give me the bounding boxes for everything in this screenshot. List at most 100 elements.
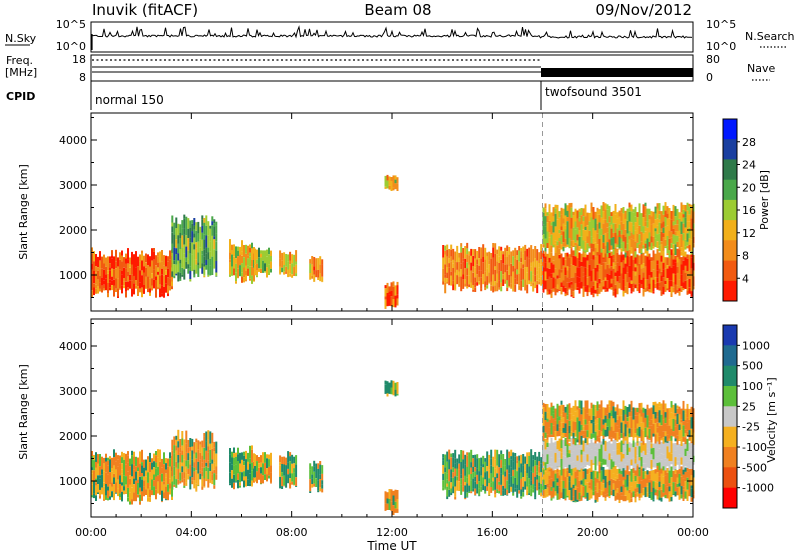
velocity-echo-cell-11 (662, 400, 665, 410)
velocity-echo-cell-8 (470, 462, 473, 468)
velocity-echo-cell-10 (598, 448, 601, 462)
velocity-echo-cell-9 (632, 479, 635, 492)
velocity-echo-cell-10 (648, 440, 651, 452)
velocity-echo-cell-9 (596, 478, 599, 483)
velocity-echo-cell-11 (598, 404, 601, 409)
velocity-echo-cell-9 (646, 486, 649, 493)
power-echo-cell-10 (610, 238, 613, 246)
velocity-echo-cell-11 (570, 413, 573, 420)
velocity-echo-cell-11 (658, 436, 661, 445)
power-echo-cell-10 (614, 243, 617, 248)
velocity-echo-cell-11 (666, 441, 669, 443)
velocity-echo-cell-0 (139, 494, 141, 502)
velocity-echo-cell-1 (207, 460, 210, 468)
power-echo-cell-10 (606, 232, 609, 243)
power-echo-cell-8 (466, 262, 469, 269)
velocity-echo-cell-5 (319, 475, 322, 480)
power-echo-cell-9 (650, 271, 653, 278)
power-echo-cell-0 (147, 254, 149, 266)
velocity-echo-cell-0 (127, 455, 129, 463)
velocity-echo-cell-10 (648, 451, 651, 464)
velocity-echo-cell-0 (133, 464, 135, 470)
power-echo-cell-8 (480, 247, 483, 259)
velocity-echo-cell-1 (197, 440, 200, 450)
power-echo-cell-9 (608, 268, 611, 275)
velocity-echo-cell-1 (203, 486, 206, 488)
velocity-echo-cell-2 (245, 450, 247, 459)
velocity-echo-cell-0 (151, 469, 153, 480)
power-echo-cell-9 (658, 268, 661, 274)
power-echo-cell-9 (566, 282, 569, 292)
nsky-panel: N.Sky 10^5 10^0 10^5 10^0 N.Search (5, 18, 795, 53)
power-echo-cell-9 (690, 274, 693, 285)
velocity-echo-cell-9 (616, 468, 619, 475)
power-echo-cell-9 (626, 249, 629, 256)
velocity-echo-cell-10 (592, 455, 595, 464)
velocity-echo-cell-1 (205, 431, 208, 442)
velocity-echo-cell-10 (658, 455, 661, 463)
velocity-echo-cell-8 (458, 463, 461, 470)
power-echo-cell-9 (662, 286, 665, 295)
power-echo-cell-9 (654, 266, 657, 278)
power-echo-cell-9 (592, 285, 595, 294)
power-echo-cell-1 (203, 256, 206, 264)
power-echo-cell-10 (602, 249, 605, 258)
velocity-echo-cell-0 (103, 471, 105, 479)
velocity-echo-cell-1 (213, 447, 216, 452)
power-echo-cell-1 (213, 261, 216, 269)
velocity-echo-cell-11 (590, 408, 593, 420)
velocity-echo-cell-9 (666, 472, 669, 476)
power-echo-cell-8 (466, 248, 469, 255)
velocity-echo-cell-10 (594, 450, 597, 457)
velocity-echo-cell-9 (688, 468, 691, 477)
power-echo-cell-9 (596, 265, 599, 272)
power-echo-cell-2 (241, 272, 243, 277)
velocity-echo-cell-0 (93, 454, 95, 461)
velocity-echo-cell-0 (161, 481, 163, 491)
power-echo-cell-10 (564, 246, 567, 248)
power-echo-cell-9 (550, 252, 553, 263)
velocity-echo-cell-9 (610, 469, 613, 479)
velocity-echo-cell-9 (628, 493, 631, 503)
velocity-echo-cell-0 (129, 492, 131, 502)
power-echo-cell-9 (578, 277, 581, 283)
velocity-echo-cell-2 (237, 479, 239, 484)
velocity-echo-cell-11 (644, 427, 647, 438)
power-echo-cell-4 (279, 262, 282, 267)
velocity-echo-cell-4 (291, 473, 294, 482)
velocity-echo-cell-2 (239, 485, 241, 488)
power-echo-cell-10 (628, 202, 631, 208)
velocity-echo-cell-9 (578, 499, 581, 502)
power-echo-cell-9 (634, 275, 637, 285)
power-echo-cell-9 (682, 260, 685, 271)
power-echo-cell-1 (189, 228, 192, 238)
power-echo-cell-9 (620, 286, 623, 290)
power-echo-cell-0 (123, 257, 125, 268)
velocity-echo-cell-0 (167, 466, 169, 475)
power-echo-cell-3 (266, 256, 268, 268)
velocity-echo-cell-9 (690, 468, 693, 476)
velocity-echo-cell-11 (686, 417, 689, 423)
power-echo-cell-10 (638, 203, 641, 214)
velocity-echo-cell-9 (594, 465, 597, 478)
power-echo-cell-9 (608, 258, 611, 265)
power-echo-cell-9 (576, 267, 579, 277)
velocity-echo-cell-11 (596, 401, 599, 411)
power-echo-cell-8 (488, 282, 491, 284)
power-echo-cell-9 (624, 286, 627, 293)
velocity-echo-cell-11 (666, 434, 669, 442)
velocity-echo-cell-8 (450, 482, 453, 489)
power-echo-cell-0 (103, 269, 105, 281)
velocity-echo-cell-9 (584, 497, 587, 499)
power-echo-cell-0 (99, 260, 101, 269)
velocity-echo-cell-0 (165, 473, 167, 478)
power-echo-cell-1 (207, 247, 210, 253)
power-echo-cell-10 (666, 206, 669, 214)
velocity-echo-cell-10 (580, 462, 583, 467)
velocity-echo-cell-8 (506, 489, 509, 495)
velocity-echo-cell-10 (680, 457, 683, 465)
velocity-echo-cell-8 (444, 472, 447, 478)
velocity-echo-cell-1 (175, 445, 178, 451)
velocity-echo-cell-0 (171, 496, 173, 500)
velocity-echo-cell-8 (476, 484, 479, 494)
